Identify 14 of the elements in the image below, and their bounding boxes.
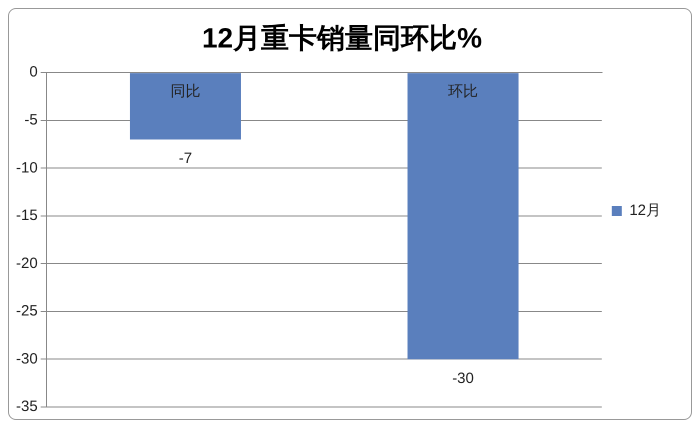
y-tick-label: -5 xyxy=(24,112,38,129)
chart-title: 12月重卡销量同环比% xyxy=(202,22,482,54)
y-tick-label: -10 xyxy=(16,159,38,176)
legend-label: 12月 xyxy=(629,202,662,220)
x-tick-label: 同比 xyxy=(170,83,200,100)
y-tick-label: -30 xyxy=(16,350,38,368)
y-tick-label: -35 xyxy=(16,398,38,416)
data-label: -7 xyxy=(178,150,192,168)
data-label: -30 xyxy=(452,370,474,387)
y-tick-label: 0 xyxy=(29,64,38,81)
y-tick-label: -20 xyxy=(16,254,38,272)
x-tick-label: 环比 xyxy=(448,83,478,100)
y-tick-label: -25 xyxy=(16,302,38,320)
y-tick-label: -15 xyxy=(16,207,38,224)
